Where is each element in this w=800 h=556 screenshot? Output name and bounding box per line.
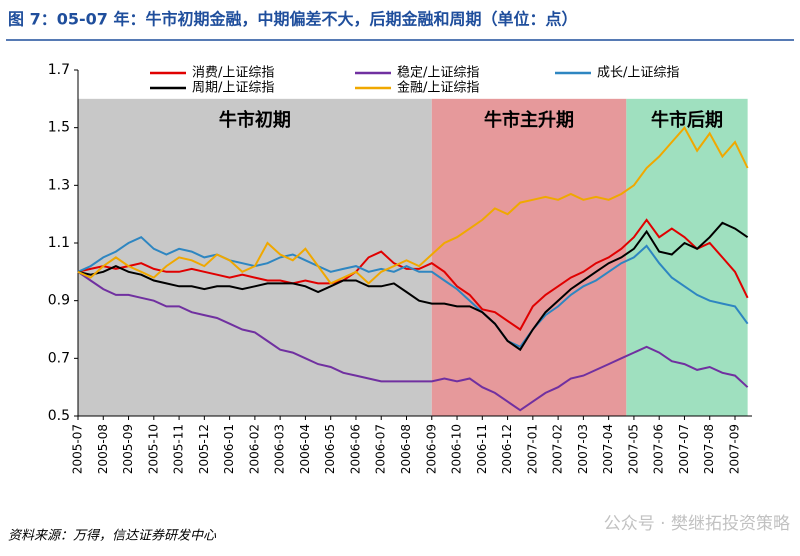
series-line xyxy=(77,270,749,412)
legend-label: 稳定/上证综指 xyxy=(397,65,479,81)
x-tick-label: 2007-09 xyxy=(728,424,742,474)
phase-region xyxy=(431,98,627,416)
phase-region xyxy=(78,98,432,416)
x-tick-label: 2007-04 xyxy=(601,424,615,474)
y-tick-label: 1.7 xyxy=(48,62,70,78)
series-line xyxy=(77,125,749,285)
x-tick-label: 2006-11 xyxy=(475,424,489,474)
legend-label: 金融/上证综指 xyxy=(397,80,479,96)
source-note: 资料来源：万得，信达证券研发中心 xyxy=(8,529,217,544)
x-tick-label: 2006-09 xyxy=(424,424,438,474)
x-tick-label: 2005-08 xyxy=(96,424,110,474)
x-tick-label: 2006-07 xyxy=(374,424,388,474)
x-tick-label: 2006-06 xyxy=(348,424,362,474)
phase-label: 牛市主升期 xyxy=(484,109,574,131)
phase-region xyxy=(626,98,748,416)
phase-label: 牛市后期 xyxy=(651,109,723,131)
x-tick-label: 2006-12 xyxy=(500,424,514,474)
phase-label: 牛市初期 xyxy=(219,109,291,131)
x-tick-label: 2007-07 xyxy=(677,424,691,474)
chart-title: 图 7：05-07 年：牛市初期金融，中期偏差不大，后期金融和周期（单位：点） xyxy=(8,10,577,29)
x-tick-label: 2005-09 xyxy=(121,424,135,474)
series-line xyxy=(77,221,749,352)
legend-label: 周期/上证综指 xyxy=(192,81,274,96)
watermark: 公众号 · 樊继拓投资策略 xyxy=(604,514,790,534)
y-tick-label: 0.9 xyxy=(48,293,70,309)
x-tick-label: 2006-05 xyxy=(323,424,337,474)
x-tick-label: 2007-08 xyxy=(702,424,716,474)
x-tick-label: 2006-10 xyxy=(450,424,464,474)
x-tick-label: 2007-03 xyxy=(576,424,590,474)
x-tick-label: 2006-02 xyxy=(247,424,261,474)
y-tick-label: 1.3 xyxy=(48,177,70,193)
y-tick-label: 1.1 xyxy=(48,235,70,251)
x-tick-label: 2007-02 xyxy=(551,424,565,474)
x-tick-label: 2006-08 xyxy=(399,424,413,474)
x-tick-label: 2006-01 xyxy=(222,424,236,474)
plot-area: 牛市初期 牛市主升期 牛市后期 0.5 0.7 0.9 1.1 1.3 1.5 1.7 2005-0… xyxy=(48,62,752,474)
legend-label: 成长/上证综指 xyxy=(597,66,679,81)
x-tick-label: 2006-03 xyxy=(273,424,287,474)
x-tick-label: 2007-05 xyxy=(626,424,640,474)
series-line xyxy=(77,236,749,349)
x-tick-label: 2005-12 xyxy=(197,424,211,474)
x-tick-label: 2005-10 xyxy=(146,424,160,474)
legend-label: 消费/上证综指 xyxy=(192,66,274,81)
y-tick-label: 0.5 xyxy=(48,408,70,424)
x-tick-label: 2007-06 xyxy=(652,424,666,474)
x-tick-label: 2006-04 xyxy=(298,424,312,474)
x-tick-label: 2007-01 xyxy=(525,424,539,474)
y-tick-label: 0.7 xyxy=(48,350,70,366)
y-tick-label: 1.5 xyxy=(48,120,70,136)
x-tick-label: 2005-07 xyxy=(71,424,85,474)
x-tick-label: 2005-11 xyxy=(172,424,186,474)
